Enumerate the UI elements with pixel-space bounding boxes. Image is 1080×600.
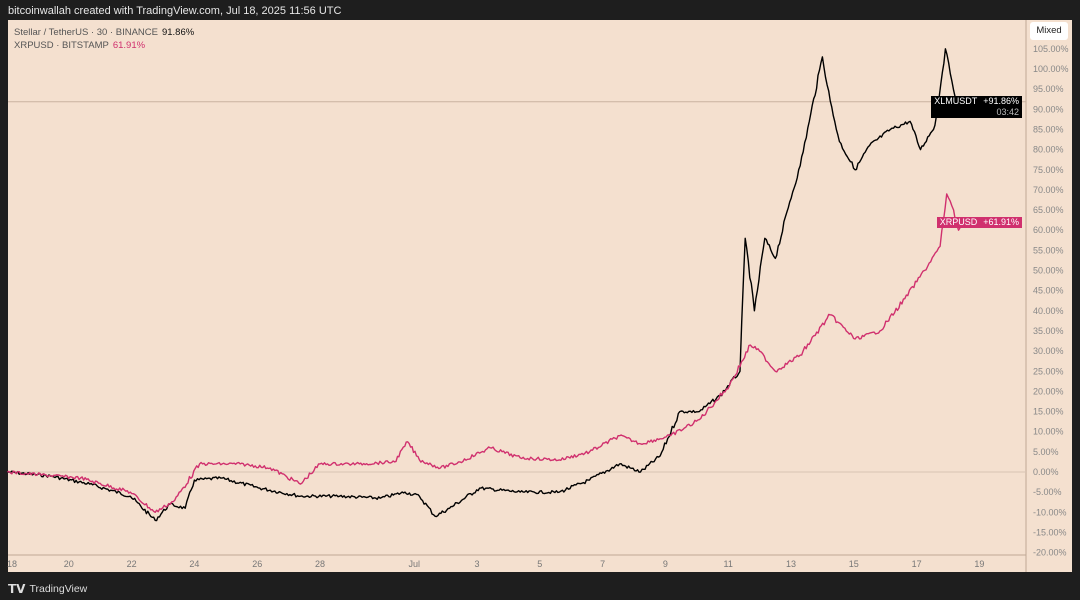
y-tick-label: 95.00% <box>1033 84 1064 94</box>
y-tick-label: 80.00% <box>1033 145 1064 155</box>
legend-item-xlm[interactable]: Stellar / TetherUS · 30 · BINANCE 91.86% <box>14 27 195 38</box>
y-tick-label: 5.00% <box>1033 447 1059 457</box>
y-tick-label: -10.00% <box>1033 507 1067 517</box>
y-tick-label: 0.00% <box>1033 467 1059 477</box>
y-tick-label: -20.00% <box>1033 548 1067 558</box>
x-tick-label: 22 <box>127 559 137 569</box>
y-tick-label: 85.00% <box>1033 124 1064 134</box>
x-tick-label: 7 <box>600 559 605 569</box>
x-tick-label: 20 <box>64 559 74 569</box>
y-tick-label: 25.00% <box>1033 366 1064 376</box>
price-tag-value-xrp: +61.91% <box>983 217 1019 227</box>
y-tick-label: 75.00% <box>1033 165 1064 175</box>
y-tick-label: 105.00% <box>1033 44 1069 54</box>
y-tick-label: 65.00% <box>1033 205 1064 215</box>
x-tick-label: 9 <box>663 559 668 569</box>
tv-logo-icon: 𝗧𝗩 <box>8 582 26 596</box>
series-line-xlmusdt <box>7 48 964 522</box>
x-tick-label: 18 <box>7 559 17 569</box>
x-tick-label: 13 <box>786 559 796 569</box>
x-tick-label: 28 <box>315 559 325 569</box>
price-tag-value-xlm: +91.86% <box>983 96 1019 106</box>
x-tick-label: Jul <box>408 559 420 569</box>
x-tick-label: 17 <box>912 559 922 569</box>
y-tick-label: 60.00% <box>1033 225 1064 235</box>
bar-countdown: 03:42 <box>996 107 1019 117</box>
x-tick-label: 15 <box>849 559 859 569</box>
x-tick-label: 19 <box>974 559 984 569</box>
y-tick-label: 50.00% <box>1033 266 1064 276</box>
x-tick-label: 5 <box>537 559 542 569</box>
y-tick-label: 15.00% <box>1033 407 1064 417</box>
y-tick-label: 30.00% <box>1033 346 1064 356</box>
y-tick-label: 90.00% <box>1033 104 1064 114</box>
chart-caption: bitcoinwallah created with TradingView.c… <box>8 5 342 17</box>
x-tick-label: 26 <box>252 559 262 569</box>
y-tick-label: 20.00% <box>1033 386 1064 396</box>
legend-value-xlm: 91.86% <box>161 27 195 38</box>
y-tick-label: 45.00% <box>1033 286 1064 296</box>
y-tick-label: 55.00% <box>1033 245 1064 255</box>
y-tick-label: -15.00% <box>1033 527 1067 537</box>
y-tick-label: 40.00% <box>1033 306 1064 316</box>
x-tick-label: 3 <box>474 559 479 569</box>
price-tag-symbol-xlm: XLMUSDT <box>934 96 978 106</box>
price-tag-symbol-xrp: XRPUSD <box>939 217 978 227</box>
price-tag-xlm: XLMUSDT +91.86% 03:42 <box>931 96 1022 118</box>
x-tick-label: 11 <box>724 559 733 569</box>
scale-mode-button[interactable]: Mixed <box>1030 22 1068 40</box>
y-tick-label: 70.00% <box>1033 185 1064 195</box>
y-tick-label: 100.00% <box>1033 64 1069 74</box>
series-line-xrpusd <box>7 193 964 513</box>
tradingview-logo[interactable]: 𝗧𝗩 TradingView <box>8 582 88 596</box>
price-tag-xrp: XRPUSD +61.91% <box>936 217 1022 228</box>
chart-panel[interactable] <box>8 20 1072 572</box>
legend-value-xrp: 61.91% <box>112 40 146 51</box>
x-tick-label: 24 <box>189 559 199 569</box>
y-tick-label: 35.00% <box>1033 326 1064 336</box>
legend-item-xrp[interactable]: XRPUSD · BITSTAMP 61.91% <box>14 40 146 51</box>
legend: Stellar / TetherUS · 30 · BINANCE 91.86% … <box>14 26 194 52</box>
y-tick-label: -5.00% <box>1033 487 1062 497</box>
y-tick-label: 10.00% <box>1033 427 1064 437</box>
